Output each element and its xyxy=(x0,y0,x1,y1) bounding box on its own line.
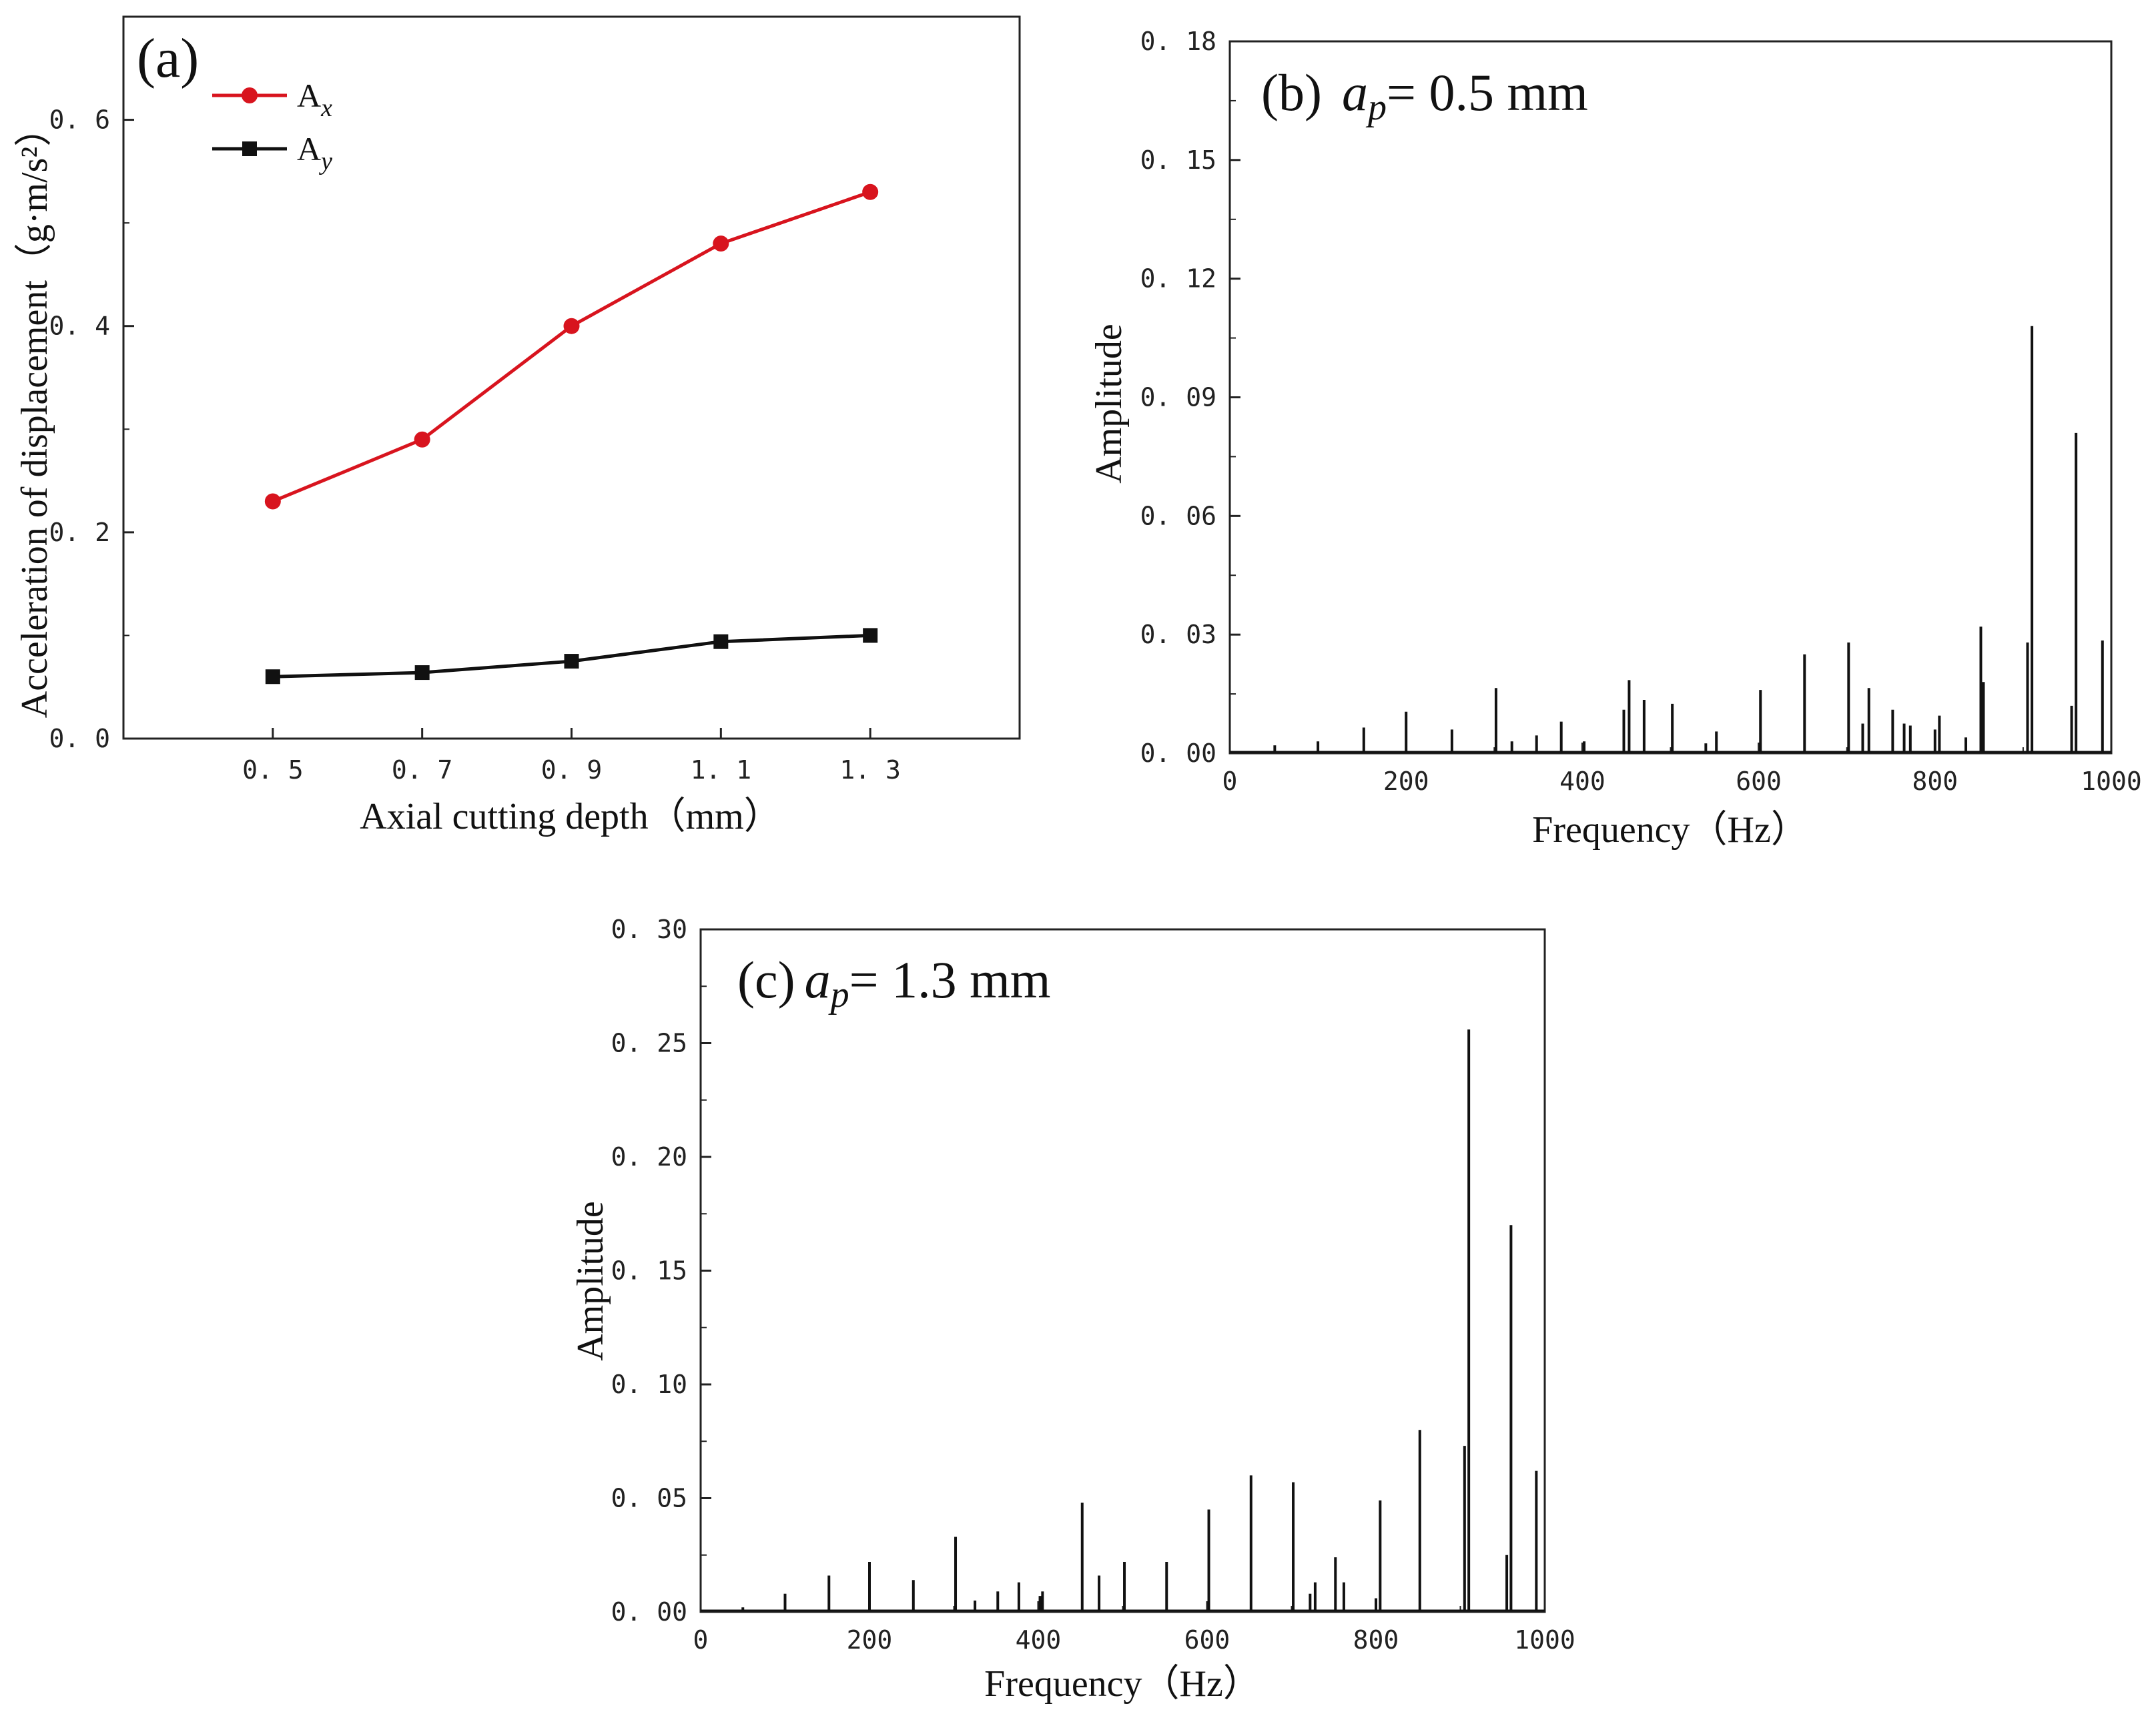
panel-a-y-axis-label: Acceleration of displacement（g·m/s²） xyxy=(14,109,55,719)
y-tick-label: 0. 09 xyxy=(1140,383,1216,412)
legend-marker-ax xyxy=(242,87,258,103)
y-tick-label: 0. 05 xyxy=(611,1484,687,1513)
data-point-ax xyxy=(713,236,729,252)
x-tick-label: 0. 7 xyxy=(392,755,453,785)
y-tick-label: 0. 25 xyxy=(611,1029,687,1058)
panel-c-annotation: (c) ap= 1.3 mm xyxy=(737,951,1050,1015)
x-tick-label: 0 xyxy=(693,1625,709,1655)
panel-b-ticks: 0 200 400 600 800 1000 0. 00 0. 03 0. 06 0. 09 0. … xyxy=(1140,27,2142,796)
y-tick-label: 0. 12 xyxy=(1140,264,1216,294)
panel-b-ap-sub: p xyxy=(1365,87,1387,128)
y-tick-label: 0. 6 xyxy=(49,105,110,135)
data-point-ax xyxy=(414,431,430,448)
legend-ay-sub: y xyxy=(318,147,332,175)
panel-c-label: (c) xyxy=(737,951,795,1009)
y-tick-label: 0. 10 xyxy=(611,1370,687,1399)
legend-label-ay: Ay xyxy=(297,130,332,175)
panel-a-ticks: 0. 5 0. 7 0. 9 1. 1 1. 3 0. 0 0. 2 0. 4 0. 6 xyxy=(49,105,900,785)
panel-c-y-axis-label: Amplitude xyxy=(570,1201,611,1361)
panel-b-label: (b) xyxy=(1261,63,1322,121)
legend-ax-sub: x xyxy=(320,94,332,122)
y-tick-label: 0. 03 xyxy=(1140,620,1216,649)
y-tick-label: 0. 06 xyxy=(1140,501,1216,530)
x-tick-label: 800 xyxy=(1353,1625,1399,1655)
panel-c-ap-sub: p xyxy=(828,974,849,1015)
x-tick-label: 400 xyxy=(1016,1625,1062,1655)
x-tick-label: 600 xyxy=(1736,767,1782,796)
y-tick-label: 0. 15 xyxy=(611,1256,687,1286)
x-tick-label: 1000 xyxy=(2081,767,2142,796)
panel-a-x-axis-label: Axial cutting depth（mm） xyxy=(360,796,781,837)
x-tick-label: 1. 1 xyxy=(691,755,752,785)
panel-b-annotation: (b) ap= 0.5 mm xyxy=(1261,63,1588,128)
y-tick-label: 0. 4 xyxy=(49,312,110,341)
x-tick-label: 0. 5 xyxy=(242,755,304,785)
panel-b-spectrum xyxy=(1230,326,2111,753)
x-tick-label: 0. 9 xyxy=(541,755,603,785)
y-tick-label: 0. 18 xyxy=(1140,27,1216,56)
series-line-ax xyxy=(272,190,871,503)
x-tick-label: 200 xyxy=(1383,767,1429,796)
panel-c-spectrum-chart: (c) ap= 1.3 mm Frequency（Hz） Amplitude 0 2… xyxy=(570,915,1575,1705)
panel-c-ap-value: = 1.3 mm xyxy=(849,951,1051,1009)
x-tick-label: 0 xyxy=(1222,767,1238,796)
panel-b-spectrum-chart: (b) ap= 0.5 mm Frequency（Hz） Amplitude 0 2… xyxy=(1088,27,2142,851)
panel-c-ticks: 0 200 400 600 800 1000 0. 00 0. 05 0. 10 0. 15 0. … xyxy=(611,915,1575,1655)
panel-b-ap-var: a xyxy=(1342,63,1368,121)
panel-c-spectrum xyxy=(701,1029,1545,1612)
data-point-ay xyxy=(713,634,729,649)
legend-ax-base: A xyxy=(297,77,321,114)
panel-b-plot-frame xyxy=(1228,40,2113,755)
y-tick-label: 0. 0 xyxy=(49,724,110,753)
y-tick-label: 0. 20 xyxy=(611,1142,687,1172)
y-tick-label: 0. 2 xyxy=(49,518,110,547)
x-tick-label: 800 xyxy=(1912,767,1958,796)
data-point-ay xyxy=(265,669,280,685)
legend-ay-base: A xyxy=(297,130,321,167)
data-point-ax xyxy=(563,318,580,334)
panel-a-legend: Ax Ay xyxy=(212,77,332,175)
panel-c-ap-var: a xyxy=(805,951,831,1009)
x-tick-label: 200 xyxy=(847,1625,893,1655)
y-tick-label: 0. 00 xyxy=(1140,739,1216,768)
data-point-ay xyxy=(863,628,878,643)
y-tick-label: 0. 30 xyxy=(611,915,687,944)
y-tick-label: 0. 00 xyxy=(611,1597,687,1627)
x-tick-label: 400 xyxy=(1559,767,1605,796)
panel-b-ap-value: = 0.5 mm xyxy=(1387,63,1588,121)
panel-b-x-axis-label: Frequency（Hz） xyxy=(1532,809,1808,851)
legend-label-ax: Ax xyxy=(297,77,332,122)
panel-a-label: (a) xyxy=(137,27,199,89)
legend-marker-ay xyxy=(242,141,257,156)
panel-a-line-chart: (a) Axial cutting depth（mm） Acceleration… xyxy=(14,15,1021,837)
panel-a-plot-frame xyxy=(122,15,1021,740)
data-point-ay xyxy=(414,665,430,681)
data-point-ax xyxy=(264,493,281,510)
x-tick-label: 600 xyxy=(1184,1625,1230,1655)
data-point-ay xyxy=(564,654,579,669)
data-point-ax xyxy=(862,183,879,200)
panel-c-plot-frame xyxy=(699,928,1546,1613)
panel-c-x-axis-label: Frequency（Hz） xyxy=(984,1663,1261,1705)
panel-a-series xyxy=(264,183,879,685)
x-tick-label: 1000 xyxy=(1514,1625,1575,1655)
x-tick-label: 1. 3 xyxy=(839,755,901,785)
panel-b-y-axis-label: Amplitude xyxy=(1088,324,1130,484)
y-tick-label: 0. 15 xyxy=(1140,145,1216,175)
